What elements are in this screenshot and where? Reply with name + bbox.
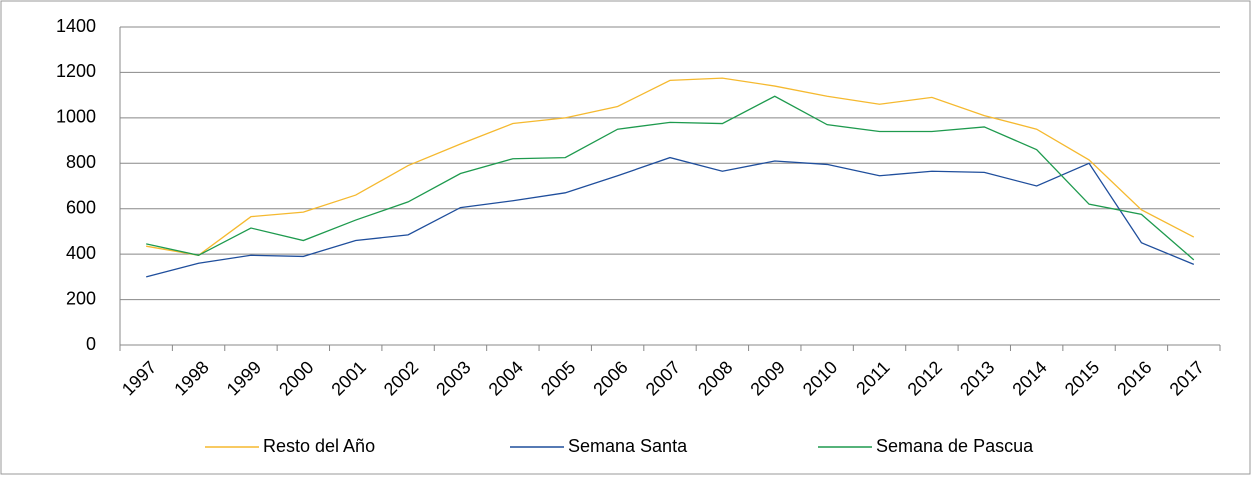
- y-tick-label: 1400: [56, 16, 96, 36]
- y-tick-label: 400: [66, 243, 96, 263]
- legend-label: Semana de Pascua: [876, 436, 1034, 456]
- y-tick-label: 1200: [56, 61, 96, 81]
- y-tick-label: 800: [66, 152, 96, 172]
- line-series: [146, 156, 1195, 278]
- line-series: [146, 95, 1195, 261]
- y-tick-label: 1000: [56, 107, 96, 127]
- legend-label: Semana Santa: [568, 436, 688, 456]
- legend-label: Resto del Año: [263, 436, 375, 456]
- line-series: [146, 77, 1195, 256]
- y-tick-label: 600: [66, 197, 96, 217]
- y-tick-label: 0: [86, 334, 96, 354]
- y-tick-label: 200: [66, 288, 96, 308]
